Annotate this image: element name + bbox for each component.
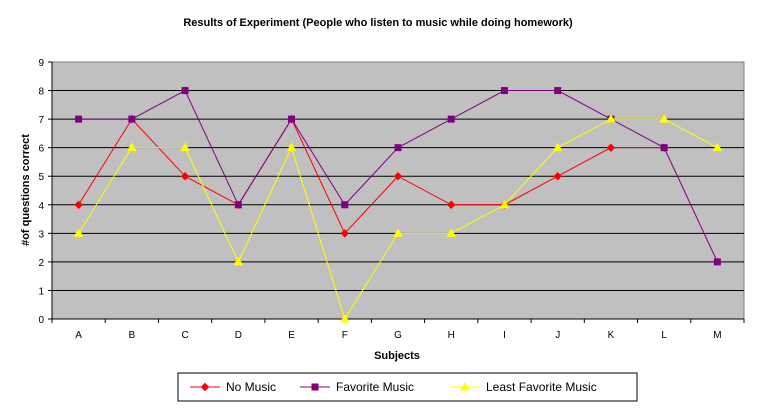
data-point: [606, 114, 616, 123]
legend-marker: [200, 382, 210, 392]
x-tick-label: L: [661, 330, 667, 341]
legend-entry: Favorite Music: [336, 380, 414, 394]
data-point: [181, 87, 189, 95]
x-tick-label: M: [713, 330, 721, 341]
legend-entry: Least Favorite Music: [486, 380, 597, 394]
legend-marker: [311, 383, 319, 391]
data-point: [394, 144, 402, 152]
y-tick-label: 1: [38, 286, 44, 297]
data-point: [393, 228, 403, 237]
data-point: [233, 256, 244, 266]
x-tick-label: F: [342, 330, 348, 341]
data-point: [339, 313, 350, 323]
data-point: [553, 172, 562, 181]
y-axis-ticks: 0 1 2 3 4 5 6 7 8 9: [38, 58, 744, 326]
data-point: [75, 115, 83, 123]
data-point: [341, 201, 349, 209]
legend-box: [177, 372, 638, 402]
x-tick-label: B: [129, 330, 136, 341]
y-tick-label: 7: [38, 115, 44, 126]
data-point: [606, 143, 616, 152]
series-lines: [73, 87, 723, 323]
y-tick-label: 9: [38, 58, 44, 69]
data-point: [552, 142, 563, 152]
data-point: [500, 87, 508, 95]
data-point: [286, 142, 297, 152]
data-point: [712, 142, 723, 152]
x-tick-label: D: [235, 330, 242, 341]
x-tick-label: E: [288, 330, 295, 341]
y-tick-label: 6: [38, 144, 44, 155]
data-point: [660, 144, 668, 152]
x-tick-label: H: [448, 330, 455, 341]
x-tick-label: I: [503, 330, 506, 341]
data-point: [659, 114, 670, 123]
data-point: [234, 201, 242, 209]
legend-marker: [460, 381, 470, 391]
data-point: [74, 200, 83, 209]
data-point: [447, 115, 455, 123]
plot-area: [51, 61, 745, 320]
chart-title: Results of Experiment (People who listen…: [183, 17, 573, 29]
y-tick-label: 2: [38, 258, 44, 269]
data-point: [126, 142, 137, 152]
y-tick-label: 5: [38, 172, 44, 183]
x-tick-label: G: [394, 330, 402, 341]
legend-entry: No Music: [226, 380, 276, 394]
data-point: [446, 228, 457, 237]
series-2: [73, 114, 723, 323]
data-point: [180, 172, 190, 181]
data-point: [128, 115, 136, 123]
data-point: [73, 228, 84, 237]
data-point: [499, 199, 510, 209]
data-point: [288, 115, 296, 123]
data-point: [393, 172, 403, 181]
x-tick-label: K: [608, 330, 615, 341]
data-point: [713, 258, 721, 266]
data-point: [447, 200, 456, 209]
data-point: [554, 87, 562, 95]
y-axis-label: #of questions correct: [20, 134, 32, 246]
y-tick-label: 4: [38, 201, 44, 212]
y-tick-label: 8: [38, 87, 44, 98]
series-line: [78, 118, 665, 235]
x-tick-label: A: [75, 330, 82, 341]
x-tick-label: J: [555, 330, 560, 341]
y-tick-label: 3: [38, 229, 44, 240]
legend: No Music Favorite Music Least Favorite Mus…: [177, 372, 638, 402]
data-point: [180, 142, 190, 152]
x-axis-ticks: A B C D E F G H I J K L M: [51, 319, 745, 341]
x-axis-label: Subjects: [374, 350, 420, 362]
data-point: [340, 229, 349, 238]
x-tick-label: C: [181, 330, 188, 341]
y-tick-label: 0: [38, 315, 44, 326]
